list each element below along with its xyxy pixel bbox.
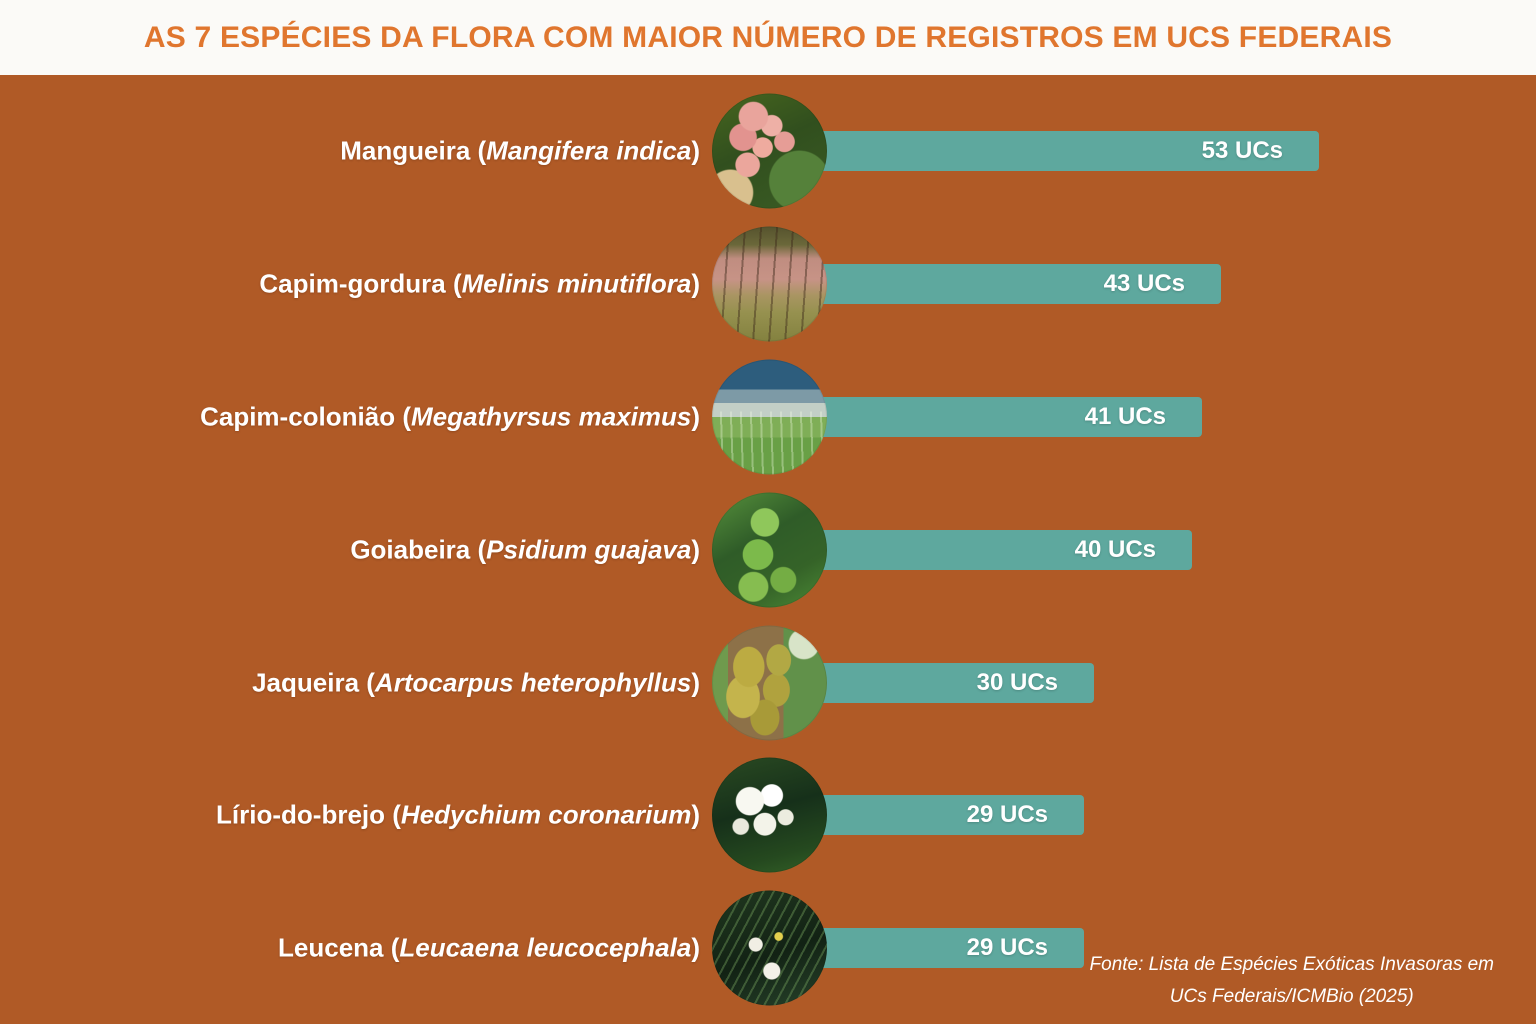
species-label: Goiabeira (Psidium guajava) [0, 534, 700, 565]
close-paren: ) [691, 534, 700, 565]
close-paren: ) [691, 667, 700, 698]
jackfruit-tree-photo [712, 625, 827, 741]
white-ginger-lily-photo [712, 757, 827, 873]
species-scientific-name: Psidium guajava [486, 534, 692, 565]
uc-count-bar: 43 UCs [762, 264, 1221, 305]
close-paren: ) [691, 135, 700, 166]
open-paren: ( [359, 667, 375, 698]
close-paren: ) [691, 799, 700, 830]
species-common-name: Jaqueira [252, 667, 360, 698]
species-scientific-name: Leucaena leucocephala [399, 932, 692, 963]
species-common-name: Leucena [278, 932, 384, 963]
open-paren: ( [385, 799, 401, 830]
close-paren: ) [691, 268, 700, 299]
species-row: Leucena (Leucaena leucocephala) 29 UCs [0, 882, 1536, 1015]
uc-count-label: 29 UCs [966, 801, 1048, 829]
species-scientific-name: Mangifera indica [486, 135, 692, 166]
guava-fruits-photo [712, 492, 827, 608]
guinea-grass-photo [712, 359, 827, 475]
uc-count-label: 30 UCs [976, 668, 1058, 696]
species-scientific-name: Megathyrsus maximus [411, 401, 692, 432]
uc-count-label: 43 UCs [1103, 270, 1185, 298]
species-row: Jaqueira (Artocarpus heterophyllus) 30 U… [0, 616, 1536, 749]
species-common-name: Mangueira [340, 135, 471, 166]
species-row: Capim-gordura (Melinis minutiflora) 43 U… [0, 218, 1536, 351]
species-row: Capim-colonião (Megathyrsus maximus) 41 … [0, 351, 1536, 484]
species-common-name: Lírio-do-brejo [216, 799, 386, 830]
species-label: Jaqueira (Artocarpus heterophyllus) [0, 667, 700, 698]
species-scientific-name: Melinis minutiflora [461, 268, 692, 299]
species-scientific-name: Artocarpus heterophyllus [374, 667, 692, 698]
uc-count-label: 40 UCs [1074, 535, 1156, 563]
molasses-grass-photo [712, 226, 827, 342]
species-row: Goiabeira (Psidium guajava) 40 UCs [0, 483, 1536, 616]
species-label: Capim-colonião (Megathyrsus maximus) [0, 401, 700, 432]
uc-count-bar: 53 UCs [762, 131, 1319, 172]
uc-count-label: 53 UCs [1201, 137, 1283, 165]
species-common-name: Capim-colonião [200, 401, 396, 432]
species-common-name: Capim-gordura [259, 268, 446, 299]
source-note: Fonte: Lista de Espécies Exóticas Invaso… [1090, 949, 1494, 1012]
species-row: Lírio-do-brejo (Hedychium coronarium) 29… [0, 749, 1536, 882]
uc-count-label: 41 UCs [1084, 402, 1166, 430]
open-paren: ( [395, 401, 411, 432]
leucaena-foliage-photo [712, 890, 827, 1006]
mango-fruits-photo [712, 93, 827, 209]
open-paren: ( [383, 932, 400, 963]
page-title: AS 7 ESPÉCIES DA FLORA COM MAIOR NÚMERO … [143, 20, 1393, 54]
uc-count-bar: 40 UCs [762, 529, 1192, 570]
uc-count-bar: 41 UCs [762, 396, 1202, 437]
source-line-1: Fonte: Lista de Espécies Exóticas Invaso… [1089, 954, 1494, 976]
source-line-2: UCs Federais/ICMBio (2025) [1169, 985, 1414, 1007]
species-label: Capim-gordura (Melinis minutiflora) [0, 269, 700, 300]
uc-count-label: 29 UCs [966, 934, 1048, 962]
bar-chart: Mangueira (Mangifera indica) 53 UCs Capi… [0, 75, 1536, 1015]
close-paren: ) [691, 932, 700, 963]
species-label: Mangueira (Mangifera indica) [0, 136, 700, 167]
species-label: Lírio-do-brejo (Hedychium coronarium) [0, 800, 700, 831]
header-bar: AS 7 ESPÉCIES DA FLORA COM MAIOR NÚMERO … [0, 0, 1536, 75]
open-paren: ( [470, 135, 487, 166]
species-common-name: Goiabeira [350, 534, 471, 565]
species-scientific-name: Hedychium coronarium [400, 799, 692, 830]
close-paren: ) [691, 401, 700, 432]
species-label: Leucena (Leucaena leucocephala) [0, 933, 700, 964]
open-paren: ( [445, 268, 462, 299]
open-paren: ( [470, 534, 487, 565]
species-row: Mangueira (Mangifera indica) 53 UCs [0, 85, 1536, 218]
